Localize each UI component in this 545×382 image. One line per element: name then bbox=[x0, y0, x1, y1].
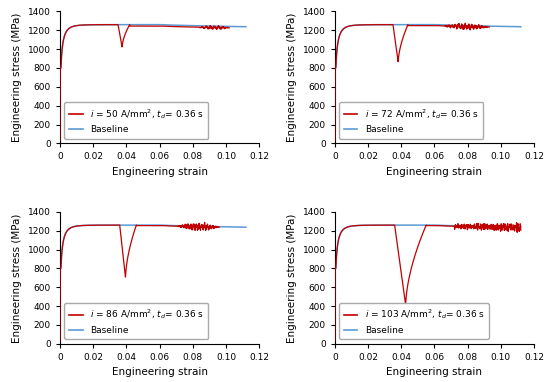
Legend: $i$ = 50 A/mm$^2$, $t_d$= 0.36 s, Baseline: $i$ = 50 A/mm$^2$, $t_d$= 0.36 s, Baseli… bbox=[64, 102, 208, 139]
Legend: $i$ = 86 A/mm$^2$, $t_d$= 0.36 s, Baseline: $i$ = 86 A/mm$^2$, $t_d$= 0.36 s, Baseli… bbox=[64, 303, 208, 339]
Y-axis label: Engineering stress (MPa): Engineering stress (MPa) bbox=[287, 213, 297, 343]
X-axis label: Engineering strain: Engineering strain bbox=[112, 167, 208, 177]
X-axis label: Engineering strain: Engineering strain bbox=[112, 367, 208, 377]
Legend: $i$ = 72 A/mm$^2$, $t_d$= 0.36 s, Baseline: $i$ = 72 A/mm$^2$, $t_d$= 0.36 s, Baseli… bbox=[340, 102, 483, 139]
X-axis label: Engineering strain: Engineering strain bbox=[386, 167, 482, 177]
Y-axis label: Engineering stress (MPa): Engineering stress (MPa) bbox=[13, 13, 22, 142]
Y-axis label: Engineering stress (MPa): Engineering stress (MPa) bbox=[287, 13, 297, 142]
X-axis label: Engineering strain: Engineering strain bbox=[386, 367, 482, 377]
Legend: $i$ = 103 A/mm$^2$, $t_d$= 0.36 s, Baseline: $i$ = 103 A/mm$^2$, $t_d$= 0.36 s, Basel… bbox=[340, 303, 489, 339]
Y-axis label: Engineering stress (MPa): Engineering stress (MPa) bbox=[13, 213, 22, 343]
